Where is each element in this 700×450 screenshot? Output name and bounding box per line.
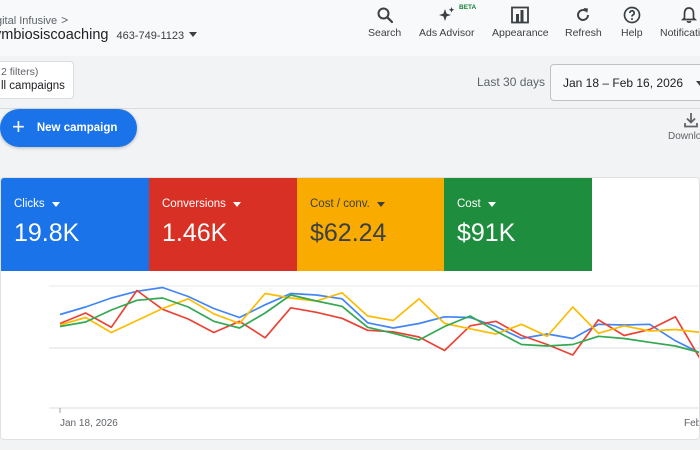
download-button[interactable]: Downlo xyxy=(668,112,700,142)
refresh-icon xyxy=(577,8,590,21)
metric-value: 1.46K xyxy=(162,219,228,247)
ads-advisor-label: Ads Advisor xyxy=(419,27,475,39)
breadcrumb[interactable]: gital Infusive > xyxy=(0,13,68,27)
search-label: Search xyxy=(368,27,402,39)
metric-title: Cost xyxy=(457,198,481,210)
help-label: Help xyxy=(621,27,643,39)
x-tick-label: Feb xyxy=(684,418,700,429)
filter-label: ll campaigns xyxy=(1,80,65,92)
series-line-4 xyxy=(59,294,699,354)
ads-advisor-button[interactable]: BETA Ads Advisor xyxy=(419,4,477,39)
download-icon xyxy=(684,113,698,128)
series-line-3 xyxy=(59,291,699,338)
account-selector[interactable]: ymbiosiscoaching 463-749-1123 xyxy=(0,27,198,43)
caret-down-icon xyxy=(696,81,700,86)
appearance-button[interactable]: Appearance xyxy=(492,6,549,39)
caret-down-icon xyxy=(51,201,60,207)
series-line-1 xyxy=(59,286,699,354)
metric-clicks[interactable]: Clicks 19.8K xyxy=(1,178,149,271)
account-id: 463-749-1123 xyxy=(116,30,185,42)
refresh-button[interactable]: Refresh xyxy=(565,6,602,39)
x-tick-label: Jan 18, 2026 xyxy=(60,418,118,429)
date-range-value: Jan 18 – Feb 16, 2026 xyxy=(563,76,684,90)
date-range-label: Last 30 days xyxy=(477,75,546,89)
plus-icon: + xyxy=(12,114,25,139)
series-group xyxy=(59,286,699,359)
metric-title: Cost / conv. xyxy=(310,198,370,210)
campaign-filter[interactable]: 2 filters) ll campaigns xyxy=(0,61,74,99)
performance-card: Clicks 19.8K Conversions 1.46K Cost / co… xyxy=(0,177,700,440)
search-button[interactable]: Search xyxy=(368,6,401,39)
date-range-picker[interactable]: Jan 18 – Feb 16, 2026 xyxy=(550,64,700,101)
help-button[interactable]: Help xyxy=(621,6,643,39)
top-bar: gital Infusive > ymbiosiscoaching 463-749… xyxy=(0,0,700,56)
new-campaign-label: New campaign xyxy=(36,122,118,134)
caret-down-icon xyxy=(189,32,198,37)
account-name: ymbiosiscoaching xyxy=(0,27,109,43)
refresh-label: Refresh xyxy=(565,27,602,39)
notifications-button[interactable]: Notificati xyxy=(660,6,700,39)
metric-value: $62.24 xyxy=(310,219,387,247)
metric-cost-per-conversion[interactable]: Cost / conv. $62.24 xyxy=(297,178,445,271)
caret-down-icon xyxy=(232,201,241,207)
appearance-icon xyxy=(511,6,530,24)
caret-down-icon xyxy=(376,201,385,207)
beta-badge: BETA xyxy=(459,4,477,11)
chevron-right-icon: > xyxy=(61,13,69,27)
download-label: Downlo xyxy=(668,131,700,142)
metric-conversions[interactable]: Conversions 1.46K xyxy=(149,178,297,271)
caret-down-icon xyxy=(487,201,496,207)
help-icon xyxy=(623,6,641,24)
notifications-label: Notificati xyxy=(660,27,700,39)
metric-value: 19.8K xyxy=(14,219,80,247)
performance-chart: Jan 18, 2026 Feb xyxy=(49,285,700,429)
metric-cost[interactable]: Cost $91K xyxy=(444,178,592,271)
sparkle-icon xyxy=(438,7,455,21)
filter-count: 2 filters) xyxy=(1,66,39,78)
search-icon xyxy=(377,7,393,24)
breadcrumb-label: gital Infusive xyxy=(0,15,58,27)
metric-title: Conversions xyxy=(162,198,226,210)
metric-title: Clicks xyxy=(14,198,45,210)
divider xyxy=(0,108,700,109)
new-campaign-button[interactable]: + New campaign xyxy=(0,109,137,147)
appearance-label: Appearance xyxy=(492,27,549,39)
metric-value: $91K xyxy=(457,219,516,247)
bell-icon xyxy=(680,7,698,24)
